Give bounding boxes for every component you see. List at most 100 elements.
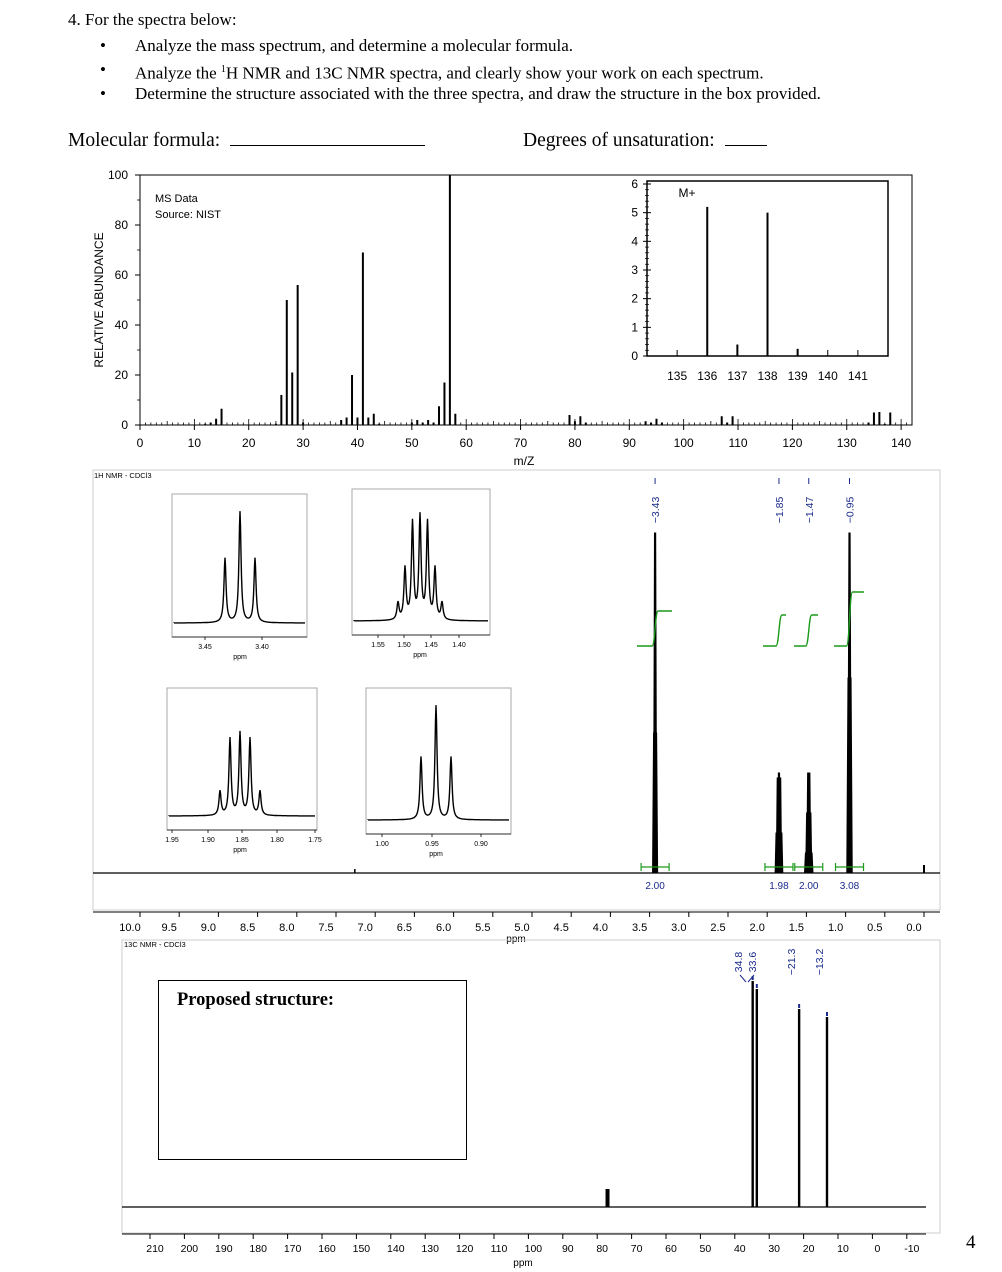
c-peak-label: −13.2 [814,949,826,976]
c-xtick-label: 0 [874,1243,880,1255]
c-xtick-label: 10 [837,1243,849,1255]
inset-0.95: 1.00 0.95 0.90 ppm [365,687,512,858]
dou-blank[interactable] [724,144,767,146]
c-xtick-label: -10 [904,1243,919,1255]
c-xlabel: ppm [513,1258,532,1269]
h-xtick-label: 10.0 [119,922,140,934]
instruction-nmr: Analyze the 1H NMR and 13C NMR spectra, … [100,58,821,83]
c-title: 13C NMR - CDCl3 [124,940,186,949]
instruction-structure: Determine the structure associated with … [100,82,821,106]
h-inset-frame [365,687,512,835]
h-xtick-label: 7.0 [358,922,373,934]
h-xtick-label: 6.0 [436,922,451,934]
h-inset-tick-label: 0.90 [474,841,488,848]
c-xtick-label: 110 [491,1243,508,1255]
ms-ylabel: RELATIVE ABUNDANCE [92,232,106,367]
h-xtick-label: 8.5 [240,922,255,934]
ms-ytick-label: 20 [115,368,129,382]
h-inset-tick-label: 1.95 [165,837,179,844]
c-xtick-label: 200 [181,1243,199,1255]
h-inset-tick-label: 1.45 [424,642,438,649]
c-xtick-label: 20 [803,1243,815,1255]
ms-xtick-label: 100 [674,436,694,450]
molecular-ion-label: M+ [678,186,695,200]
c-xtick-label: 140 [387,1243,405,1255]
h-inset-xlabel: ppm [233,654,247,661]
h-frame [92,469,941,911]
ms-inset-ytick-label: 4 [631,234,638,248]
h-nmr-spectrum: 1H NMR - CDCl3 10.0 9.5 9.0 8.5 8.0 7.5 7.0 6.5… [92,469,941,945]
h-xtick-label: 4.5 [554,922,569,934]
h-integral-curve [637,610,672,647]
h-inset-frame [166,687,318,831]
ms-xtick-label: 50 [405,436,419,450]
ms-ytick-label: 100 [108,168,128,182]
ms-xtick-label: 40 [351,436,365,450]
proposed-structure-box[interactable]: Proposed structure: [158,980,467,1160]
ms-ytick-label: 80 [115,218,129,232]
instruction-nmr-post: H NMR and 13C NMR spectra, and clearly s… [225,63,764,83]
c-xtick-label: 60 [665,1243,677,1255]
h-xtick-label: 9.0 [201,922,216,934]
ms-xtick-label: 20 [242,436,256,450]
c-xtick-label: 50 [700,1243,712,1255]
page-number: 4 [966,1232,976,1253]
dou-field[interactable]: Degrees of unsaturation: [523,130,767,152]
h-xtick-label: 0.5 [867,922,882,934]
instruction-nmr-sup: 1 [220,64,226,75]
h-inset-tick-label: 1.85 [235,837,249,844]
ms-xtick-label: 120 [782,436,802,450]
h-xtick-label: 4.0 [593,922,608,934]
instruction-ms: Analyze the mass spectrum, and determine… [100,34,821,58]
h-xtick-label: 5.0 [514,922,529,934]
h-peak-label: −0.95 [845,497,857,524]
c-peak-label: −21.3 [786,949,798,976]
h-integral-value: 1.98 [769,881,789,892]
ms-inset-xtick-label: 135 [667,369,687,383]
h-inset-xlabel: ppm [233,847,247,854]
h-inset-tick-label: 1.75 [308,837,322,844]
ms-ytick-label: 40 [115,318,129,332]
h-xtick-label: 3.0 [671,922,686,934]
h-inset-tick-label: 1.80 [270,837,284,844]
instruction-list: Analyze the mass spectrum, and determine… [100,34,821,106]
h-inset-tick-label: 1.40 [452,642,466,649]
ms-inset-xtick-label: 139 [788,369,808,383]
inset-3.43: 3.45 3.40 ppm [171,493,308,661]
h-inset-trace [173,511,305,624]
h-inset-tick-label: 1.90 [201,837,215,844]
c-peak-label: 33.6 [747,952,759,973]
question-title: 4. For the spectra below: [68,10,237,29]
ms-xlabel: m/Z [514,454,535,468]
h-peak [804,852,809,874]
c-nmr-spectrum: 13C NMR - CDCl3 210 200 190 180 170 160 150 140… [121,939,941,1269]
ms-inset-xtick-label: 141 [848,369,868,383]
formula-blank[interactable] [230,144,426,146]
h-inset-trace [367,705,509,821]
h-xtick-label: 1.0 [828,922,843,934]
h-inset-tick-label: 3.40 [255,644,269,651]
c-xtick-label: 90 [562,1243,574,1255]
h-peak [652,732,657,874]
ms-inset-ytick-label: 3 [631,263,638,277]
proposed-structure-label: Proposed structure: [177,990,335,1010]
c-xtick-label: 30 [768,1243,780,1255]
h-inset-tick-label: 3.45 [198,644,212,651]
h-xtick-label: 2.5 [710,922,725,934]
h-xtick-label: 0.0 [906,922,921,934]
h-integral-curve [763,614,786,647]
c-xtick-label: 40 [734,1243,746,1255]
h-integral-curve [794,614,818,647]
c-xtick-label: 180 [249,1243,267,1255]
ms-xtick-label: 70 [514,436,528,450]
ms-source-1: MS Data [155,193,199,205]
ms-inset-xtick-label: 136 [697,369,717,383]
h-xtick-label: 1.5 [789,922,804,934]
h-integral-curve [834,591,864,647]
formula-field[interactable]: Molecular formula: [68,130,426,152]
dou-label: Degrees of unsaturation: [523,130,715,151]
h-inset-trace [353,512,488,622]
h-inset-tick-label: 0.95 [425,841,439,848]
c-xtick-label: 150 [353,1243,371,1255]
h-peak-label: −1.47 [804,497,816,524]
